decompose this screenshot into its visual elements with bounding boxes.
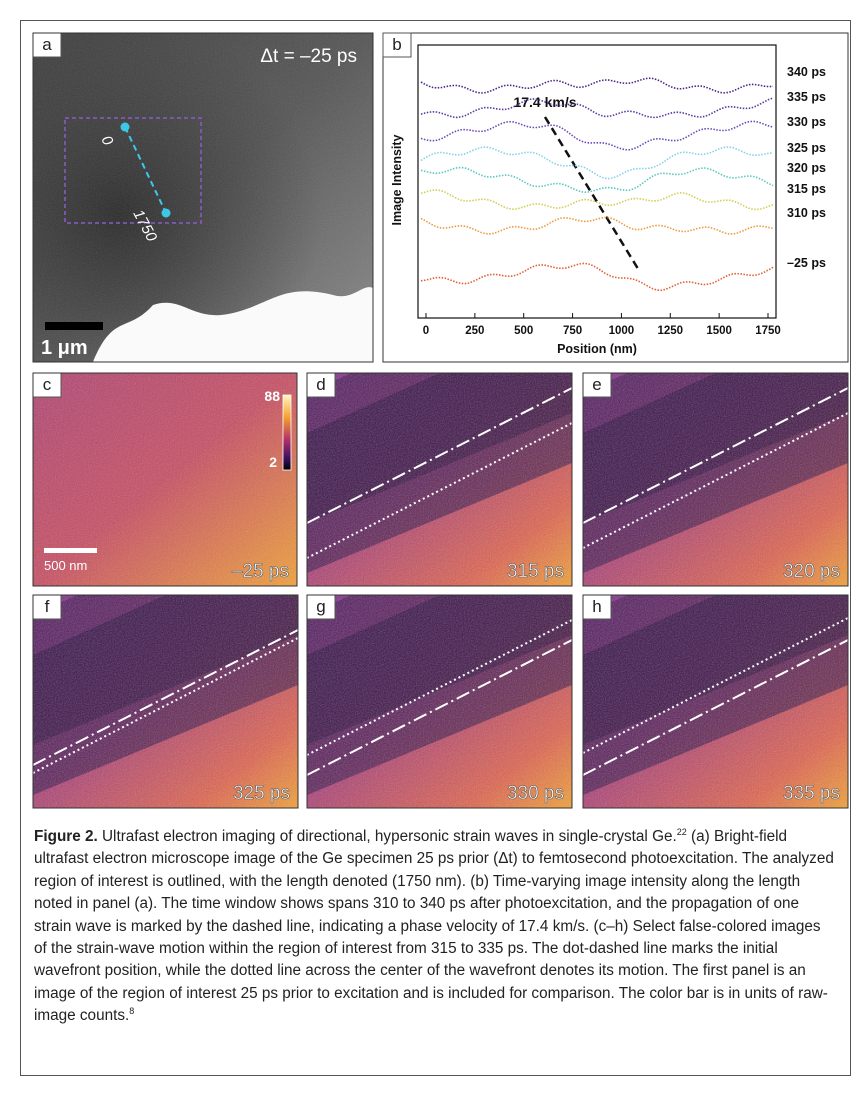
panel: h 335 ps — [583, 595, 848, 808]
x-tick-label: 1000 — [609, 325, 635, 337]
panel-border — [32, 372, 298, 587]
trace — [420, 146, 774, 180]
panel-border — [306, 594, 573, 809]
trace — [420, 189, 774, 211]
dash-dot-line — [583, 639, 848, 776]
x-tick-label: 500 — [514, 325, 533, 337]
scale-label: 1 μm — [41, 337, 88, 359]
panel-b: b Image Intensity Position (nm) 17.4 km/… — [382, 32, 849, 363]
caption: Figure 2. Ultrafast electron imaging of … — [34, 826, 834, 1028]
panel-label: e — [592, 375, 601, 394]
panel-label: f — [45, 597, 50, 616]
colorbar-min: 2 — [269, 454, 277, 470]
caption-label: Figure 2. — [34, 828, 98, 845]
trace — [420, 120, 774, 151]
time-label: 315 ps — [507, 561, 564, 582]
time-label: 320 ps — [783, 561, 840, 582]
x-tick-label: 750 — [563, 325, 582, 337]
dash-dot-line — [307, 387, 572, 524]
caption-text: Ultrafast electron imaging of directiona… — [97, 828, 677, 845]
panel-border — [32, 32, 374, 363]
label-box — [583, 373, 612, 398]
time-label: –25 ps — [232, 561, 289, 582]
panel: f 325 ps — [33, 595, 298, 808]
panel-c: c 88 2 500 nm –25 ps — [33, 373, 297, 586]
dash-dot-line — [307, 639, 572, 776]
trace-label: 325 ps — [787, 141, 826, 155]
trace — [420, 97, 774, 119]
label-box — [583, 595, 612, 620]
figure-frame — [20, 20, 851, 1076]
x-tick-label: 1250 — [657, 325, 683, 337]
scale-label: 500 nm — [44, 558, 87, 573]
trace-label: 330 ps — [787, 115, 826, 129]
dash-dot-line — [583, 387, 848, 524]
panel-label: h — [592, 597, 601, 616]
trace — [420, 166, 774, 194]
reference: 8 — [129, 1006, 135, 1017]
panel: e 320 ps — [583, 373, 848, 586]
label-box — [307, 373, 336, 398]
trace — [420, 77, 774, 94]
y-axis-label: Image Intensity — [390, 134, 404, 225]
colorbar-max: 88 — [264, 388, 280, 404]
trace-label: –25 ps — [787, 256, 826, 270]
x-axis-label: Position (nm) — [557, 342, 637, 356]
x-tick-label: 1750 — [755, 325, 781, 337]
noise — [583, 595, 848, 808]
label-box — [307, 595, 336, 620]
trace — [420, 262, 774, 292]
time-label: 325 ps — [233, 783, 290, 804]
panel: g 330 ps — [307, 595, 572, 808]
trace-label: 340 ps — [787, 65, 826, 79]
panel-border — [582, 594, 849, 809]
panel-label: d — [316, 375, 325, 394]
trace-label: 320 ps — [787, 161, 826, 175]
x-tick-label: 0 — [423, 325, 429, 337]
x-tick-label: 250 — [465, 325, 484, 337]
caption-text: (a) Bright-field ultrafast electron micr… — [34, 828, 834, 1025]
noise — [33, 595, 298, 808]
panel-label: a — [42, 35, 52, 54]
panel-border — [306, 372, 573, 587]
trace — [420, 216, 774, 235]
time-label: 335 ps — [783, 783, 840, 804]
trace-label: 310 ps — [787, 206, 826, 220]
trace-label: 335 ps — [787, 90, 826, 104]
time-label: 330 ps — [507, 783, 564, 804]
figure: a Δt = –25 ps 0 1750 1 μm b Image Intens… — [32, 32, 849, 809]
noise — [583, 373, 848, 586]
reference: 22 — [676, 826, 687, 837]
panel-border — [582, 372, 849, 587]
panel-label: c — [43, 375, 52, 394]
panel-label: g — [316, 597, 325, 616]
noise — [307, 373, 572, 586]
panel-border — [32, 594, 299, 809]
noise — [307, 595, 572, 808]
panel: d 315 ps — [307, 373, 572, 586]
panel-a: a Δt = –25 ps 0 1750 1 μm — [33, 33, 373, 362]
label-box — [33, 595, 62, 620]
x-tick-label: 1500 — [706, 325, 732, 337]
panel-label: b — [392, 35, 401, 54]
dash-dot-line — [33, 629, 298, 766]
time-label: Δt = –25 ps — [260, 46, 357, 67]
trace-label: 315 ps — [787, 182, 826, 196]
